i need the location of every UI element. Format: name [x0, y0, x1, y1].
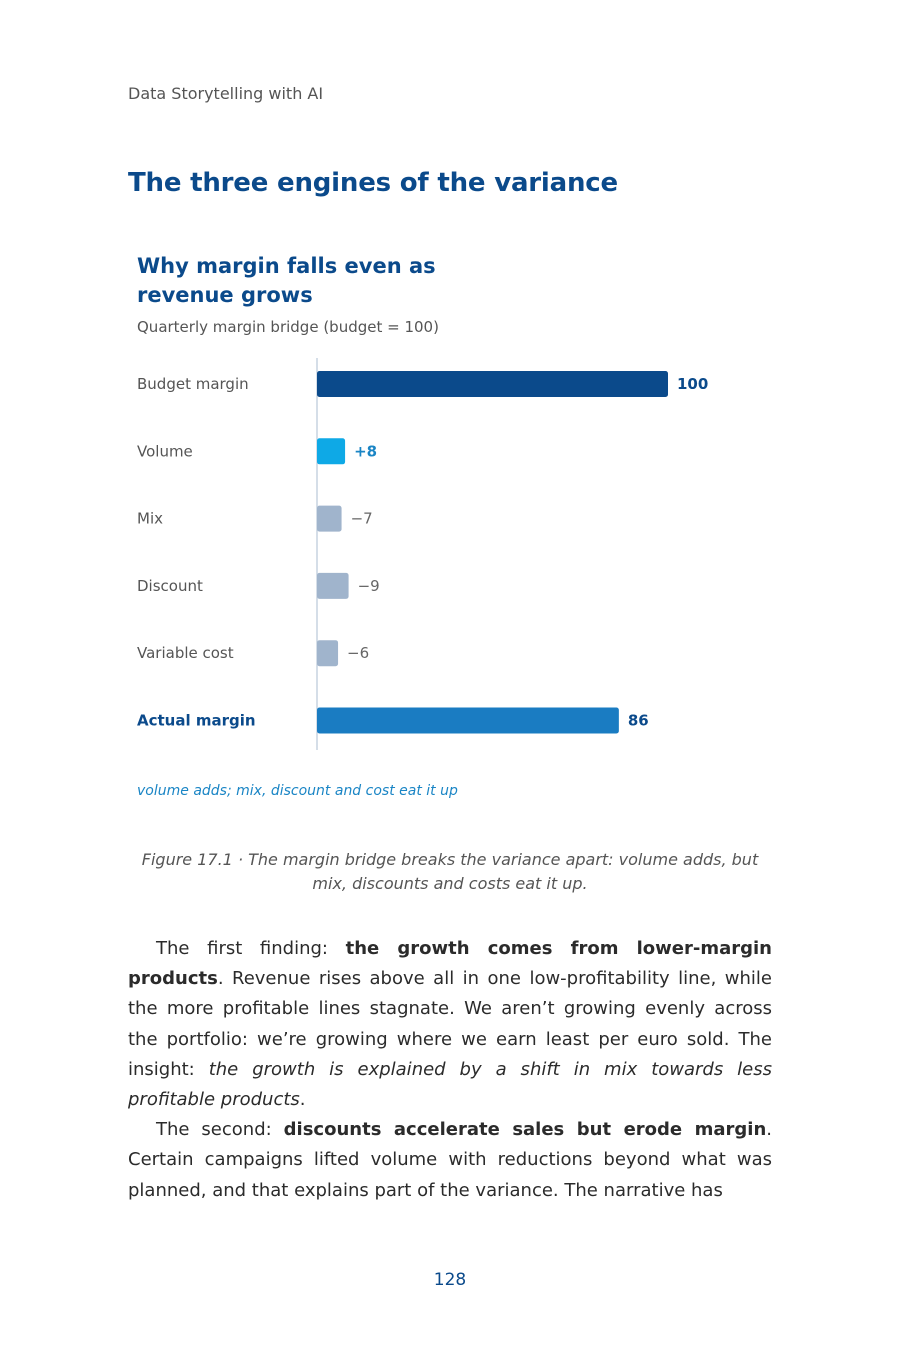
category-label: Actual margin [137, 712, 256, 730]
category-label: Budget margin [137, 375, 249, 393]
italic-text: the growth is explained by a shift in mi… [128, 1058, 773, 1111]
text: . Revenue rises above all in one low-pro… [128, 968, 772, 1080]
category-label: Volume [137, 442, 193, 460]
text: . [299, 1089, 306, 1111]
paragraph-2: The second: discounts accelerate sales b… [128, 1115, 772, 1206]
bar [317, 707, 619, 734]
body-text: The first finding: the growth comes from… [128, 934, 772, 1206]
chart-title: Why margin falls even as revenue grows [137, 254, 436, 307]
running-header: Data Storytelling with AI [128, 84, 324, 103]
chart-note: volume adds; mix, discount and cost eat … [137, 783, 458, 799]
bar [317, 371, 668, 397]
chart-subtitle: Quarterly margin bridge (budget = 100) [137, 318, 439, 336]
value-label: −7 [351, 510, 373, 528]
figure-caption: Figure 17.1 · The margin bridge breaks t… [141, 850, 759, 893]
text: The second: [156, 1119, 284, 1141]
bar [317, 505, 342, 532]
bar [317, 572, 349, 599]
value-label: 86 [628, 712, 649, 730]
text: . Certain campaigns lifted volume with r… [128, 1119, 772, 1201]
value-label: −6 [347, 644, 369, 662]
bar [317, 438, 346, 465]
text: The first finding: [156, 938, 346, 959]
value-label: +8 [354, 442, 377, 460]
paragraph-1: The first finding: the growth comes from… [128, 934, 772, 1115]
value-label: 100 [677, 375, 708, 393]
page-number: 128 [433, 1270, 467, 1290]
bold-text: the growth comes from lower-margin produ… [128, 938, 772, 990]
bar [317, 640, 339, 667]
value-label: −9 [358, 577, 380, 595]
section-title: The three engines of the variance [128, 168, 618, 198]
category-label: Mix [137, 510, 163, 528]
category-label: Discount [137, 577, 203, 595]
category-label: Variable cost [137, 644, 234, 662]
bold-text: discounts accelerate sales but erode mar… [283, 1119, 767, 1141]
